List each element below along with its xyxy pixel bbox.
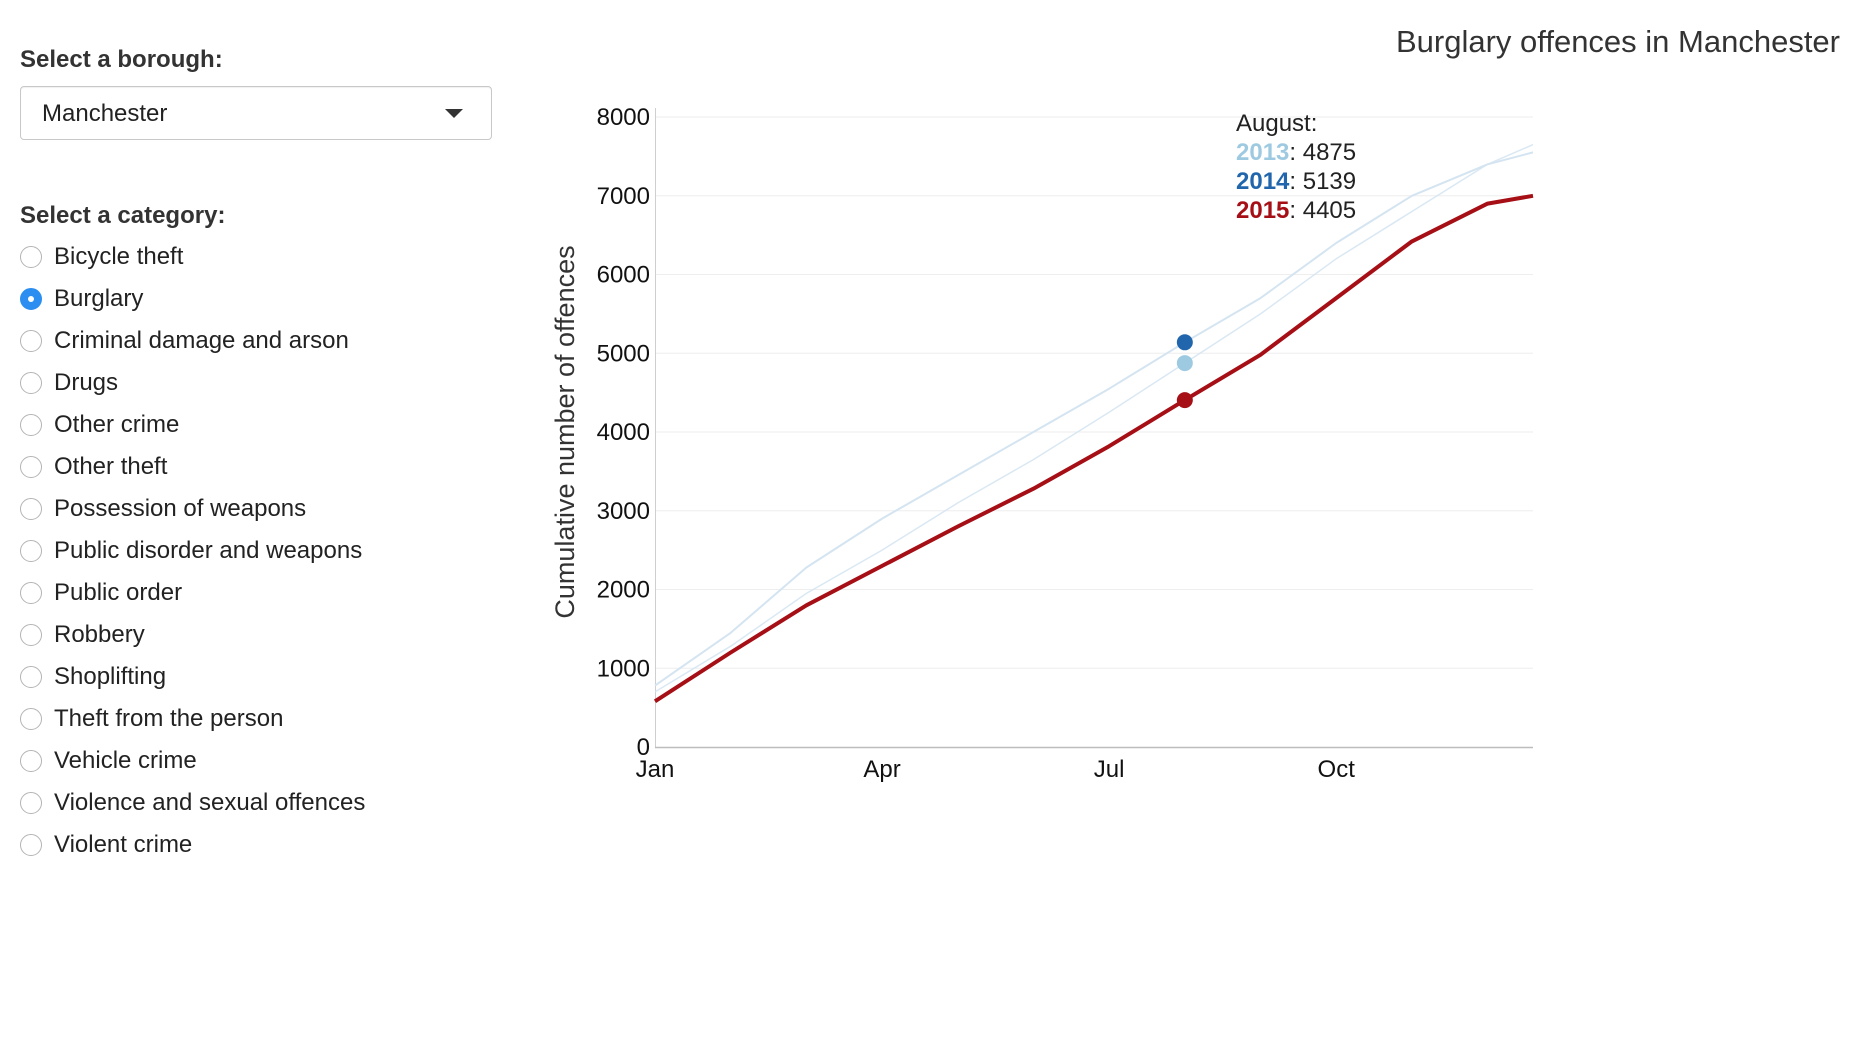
y-tick-label: 2000 [597,577,650,604]
radio-button[interactable] [20,792,42,814]
category-option-label: Other crime [54,411,180,438]
category-option[interactable]: Violence and sexual offences [20,782,500,824]
tooltip-value: 4875 [1303,139,1356,166]
y-tick-label: 5000 [597,340,650,367]
radio-button[interactable] [20,582,42,604]
category-option-label: Vehicle crime [54,747,197,774]
borough-select[interactable]: Manchester [20,86,492,140]
tooltip-separator: : [1289,139,1302,166]
borough-label: Select a borough: [20,46,223,73]
y-tick-label: 0 [637,734,650,761]
x-tick-label: Jan [636,756,675,783]
category-option-label: Criminal damage and arson [54,327,349,354]
tooltip-entry-2014: 2014: 5139 [1236,168,1356,195]
category-option[interactable]: Public order [20,572,500,614]
radio-button[interactable] [20,834,42,856]
category-option-label: Possession of weapons [54,495,307,522]
category-option[interactable]: Bicycle theft [20,236,500,278]
category-option[interactable]: Other crime [20,404,500,446]
tooltip-separator: : [1289,168,1302,195]
x-tick-label: Jul [1094,756,1125,783]
tooltip-year: 2015 [1236,197,1289,224]
category-option-label: Public order [54,579,183,606]
x-tick-label: Apr [863,756,900,783]
line-chart: 0 1000 2000 3000 4000 5000 6000 7000 8000 Jan Apr J… [550,104,1534,783]
category-option[interactable]: Public disorder and weapons [20,530,500,572]
category-option[interactable]: Other theft [20,446,500,488]
radio-button[interactable] [20,540,42,562]
category-option[interactable]: Theft from the person [20,698,500,740]
y-tick-label: 4000 [597,419,650,446]
tooltip-separator: : [1289,197,1302,224]
data-point-2015 [1176,392,1193,409]
series-line-2015 [653,193,1534,703]
radio-button[interactable] [20,414,42,436]
y-tick-label: 1000 [597,655,650,682]
radio-button[interactable] [20,708,42,730]
radio-button[interactable] [20,372,42,394]
y-tick-label: 8000 [597,104,650,131]
y-tick-label: 7000 [597,183,650,210]
category-option-label: Bicycle theft [54,243,184,270]
y-tick-label: 6000 [597,262,650,289]
radio-button[interactable] [20,288,42,310]
radio-button[interactable] [20,330,42,352]
radio-button[interactable] [20,750,42,772]
tooltip-value: 4405 [1303,197,1356,224]
tooltip-entry-2015: 2015: 4405 [1236,197,1356,224]
chart-title: Burglary offences in Manchester [1396,24,1840,59]
category-radio-group: Bicycle theft Burglary Criminal damage and… [20,236,500,866]
y-axis-title: Cumulative number of offences [550,245,580,618]
category-option-label: Theft from the person [54,705,284,732]
category-option-label: Drugs [54,369,119,396]
category-option[interactable]: Drugs [20,362,500,404]
series-line-2013 [654,143,1534,693]
tooltip-heading: August: [1236,110,1317,137]
data-point-2014 [1176,334,1193,351]
radio-button[interactable] [20,246,42,268]
radio-button[interactable] [20,666,42,688]
category-label: Select a category: [20,202,226,229]
category-option-label: Robbery [54,621,145,648]
category-option[interactable]: Shoplifting [20,656,500,698]
tooltip-year: 2013 [1236,139,1289,166]
data-point-2013 [1176,355,1193,372]
category-option[interactable]: Burglary [20,278,500,320]
category-option[interactable]: Robbery [20,614,500,656]
radio-button[interactable] [20,498,42,520]
x-tick-label: Oct [1318,756,1356,783]
category-option-label: Shoplifting [54,663,167,690]
category-option[interactable]: Possession of weapons [20,488,500,530]
sidebar: Select a borough: Manchester Select a ca… [20,40,500,866]
category-option-label: Other theft [54,453,168,480]
category-option-label: Violence and sexual offences [54,789,366,816]
category-option-label: Public disorder and weapons [54,537,363,564]
series-line-2014 [654,151,1534,687]
radio-button[interactable] [20,456,42,478]
category-option[interactable]: Vehicle crime [20,740,500,782]
chevron-down-icon [445,109,463,118]
category-option-label: Burglary [54,285,144,312]
tooltip-year: 2014 [1236,168,1290,195]
borough-select-value: Manchester [42,100,168,127]
category-option-label: Violent crime [54,831,193,858]
tooltip-entry-2013: 2013: 4875 [1236,139,1356,166]
category-option[interactable]: Criminal damage and arson [20,320,500,362]
tooltip-value: 5139 [1303,168,1356,195]
radio-button[interactable] [20,624,42,646]
y-tick-label: 3000 [597,498,650,525]
category-option[interactable]: Violent crime [20,824,500,866]
